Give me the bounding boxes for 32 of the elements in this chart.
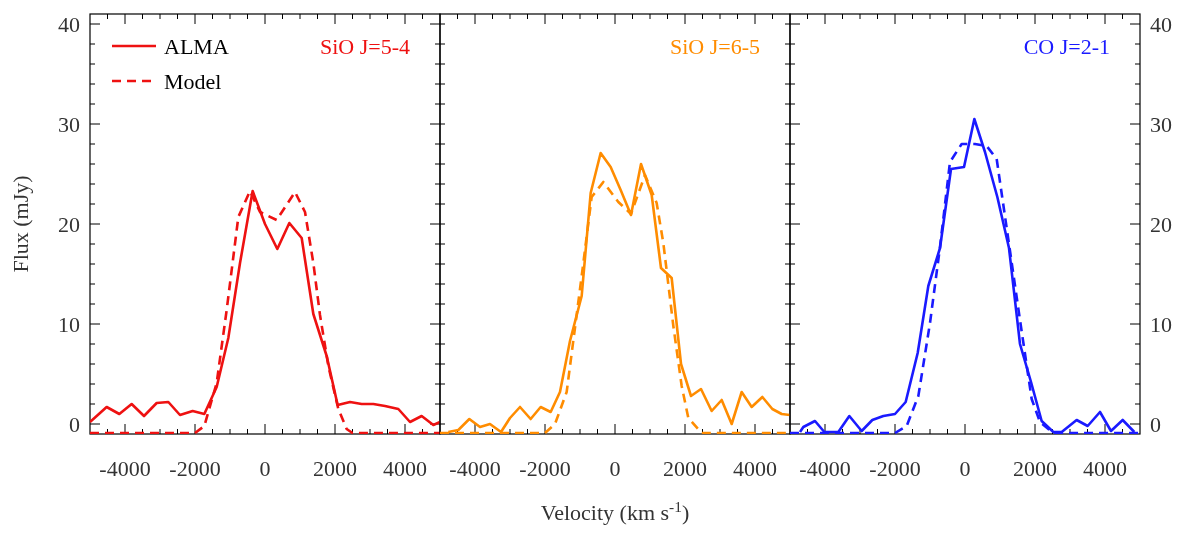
y-tick-label: 30 [58,111,80,137]
legend-label: Model [164,68,222,94]
x-tick-label: -4000 [799,456,851,481]
x-tick-label: 2000 [1013,456,1057,481]
x-tick-label: 0 [259,456,271,481]
x-tick-label: -2000 [519,456,571,481]
y2-tick-label: 10 [1150,311,1172,337]
x-tick-label: 0 [609,456,621,481]
text: CO J=2-1 [1023,34,1110,59]
y-tick-label: 0 [69,411,80,437]
x-tick-label: 2000 [663,456,707,481]
legend-label: ALMA [164,33,229,59]
x-tick-label: 4000 [383,456,427,481]
text: SiO J=5-4 [319,34,410,59]
x-tick-label: -2000 [869,456,921,481]
y-tick-label: 40 [58,11,80,37]
y2-tick-label: 30 [1150,111,1172,137]
x-tick-label: -4000 [99,456,151,481]
y2-tick-label: 20 [1150,211,1172,237]
y2-tick-label: 0 [1150,411,1161,437]
x-axis-title: Velocity (km s$^{-1}$) [540,497,690,525]
x-tick-label: 2000 [313,456,357,481]
y-tick-label: 10 [58,311,80,337]
y-tick-label: 20 [58,211,80,237]
y2-tick-label: 40 [1150,11,1172,37]
x-tick-label: 4000 [1083,456,1127,481]
x-tick-label: -4000 [449,456,501,481]
x-tick-label: 0 [959,456,971,481]
text: SiO J=6-5 [669,34,760,59]
x-tick-label: -2000 [169,456,221,481]
y-axis-title: Flux (mJy) [8,175,33,273]
x-tick-label: 4000 [733,456,777,481]
